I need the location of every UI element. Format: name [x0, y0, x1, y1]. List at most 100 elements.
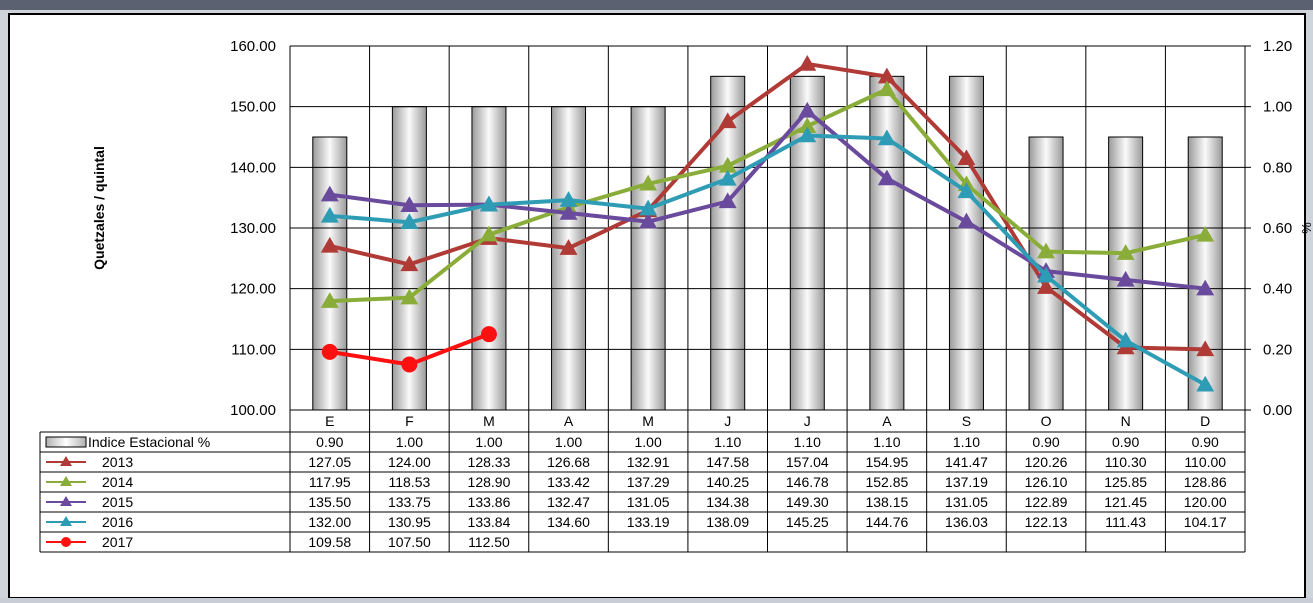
y-tick-label: 120.00 — [230, 281, 276, 298]
table-cell: 121.45 — [1104, 494, 1147, 510]
data-point-2014 — [639, 174, 658, 191]
table-cell: 128.33 — [468, 454, 511, 470]
data-point-2014 — [1196, 225, 1215, 242]
y-tick-label: 140.00 — [230, 159, 276, 176]
table-cell: 133.86 — [468, 494, 511, 510]
data-point-2014 — [798, 117, 817, 133]
data-point-2016 — [877, 129, 896, 146]
table-cell: 131.05 — [627, 494, 670, 510]
data-point-2016 — [1116, 331, 1135, 348]
data-point-2016 — [639, 199, 658, 216]
table-cell: 0.90 — [316, 434, 343, 450]
y2-tick-label: 0.20 — [1263, 341, 1292, 358]
bar-indice-estacional — [869, 75, 905, 411]
data-point-2015 — [798, 101, 817, 118]
legend-label: Indice Estacional % — [88, 434, 210, 450]
table-cell: 144.76 — [865, 514, 908, 530]
table-cell: 133.75 — [388, 494, 431, 510]
legend-label: 2017 — [102, 534, 133, 550]
table-cell: 130.95 — [388, 514, 431, 530]
data-point-2013 — [1037, 278, 1056, 294]
legend-label: 2014 — [102, 474, 133, 490]
data-point-2016 — [1196, 375, 1215, 392]
table-cell: 145.25 — [786, 514, 829, 530]
table-cell: 132.00 — [308, 514, 351, 530]
axis-layer: 100.00 110.00 120.00 130.00 140.00 150.00 160.… — [230, 38, 1292, 419]
table-cell: 111.43 — [1105, 514, 1146, 530]
data-point-2013 — [400, 255, 419, 272]
data-point-2013 — [718, 112, 737, 129]
legend-label: 2013 — [102, 454, 133, 470]
table-cell: 154.95 — [865, 454, 908, 470]
table-cell: 147.58 — [706, 454, 749, 470]
table-cell: 120.26 — [1025, 454, 1068, 470]
bar-indice-estacional — [630, 106, 666, 411]
data-point-2014 — [479, 225, 498, 242]
data-point-2013 — [320, 236, 339, 253]
data-point-2015 — [639, 212, 658, 229]
table-cell: 1.10 — [873, 434, 900, 450]
category-label: J — [804, 413, 811, 429]
table-cell: 122.13 — [1025, 514, 1068, 530]
data-point-2016 — [320, 206, 339, 223]
y2-tick-label: 0.00 — [1263, 402, 1292, 419]
table-cell: 133.42 — [547, 474, 590, 490]
table-cell: 126.10 — [1025, 474, 1068, 490]
legend-key-marker — [61, 537, 71, 547]
table-cell: 122.89 — [1025, 494, 1068, 510]
y-tick-label: 100.00 — [230, 402, 276, 419]
table-cell: 124.00 — [388, 454, 431, 470]
data-point-2014 — [400, 288, 419, 305]
table-cell: 138.15 — [865, 494, 908, 510]
table-cell: 107.50 — [388, 534, 431, 550]
bar-indice-estacional — [948, 75, 984, 411]
table-cell: 126.68 — [547, 454, 590, 470]
bar-indice-estacional — [551, 106, 587, 411]
data-point-2017 — [480, 326, 497, 343]
y-tick-label: 160.00 — [230, 38, 276, 55]
table-cell: 1.10 — [794, 434, 821, 450]
table-cell: 133.84 — [468, 514, 511, 530]
table-cell: 118.53 — [388, 474, 430, 490]
table-cell: 134.60 — [547, 514, 590, 530]
table-cell: 128.86 — [1184, 474, 1227, 490]
bar-indice-estacional — [1187, 136, 1223, 411]
table-cell: 132.91 — [627, 454, 670, 470]
category-label: A — [882, 413, 892, 429]
category-label: E — [325, 413, 334, 429]
table-cell: 109.58 — [308, 534, 351, 550]
data-point-2015 — [400, 196, 419, 212]
table-cell: 128.90 — [468, 474, 511, 490]
data-point-2016 — [559, 191, 578, 207]
y-tick-label: 130.00 — [230, 220, 276, 237]
data-point-2016 — [798, 126, 817, 143]
data-point-2015 — [559, 204, 578, 220]
table-cell: 112.50 — [468, 534, 510, 550]
y2-tick-label: 1.00 — [1263, 99, 1292, 116]
table-cell: 140.25 — [706, 474, 749, 490]
series-line-2013 — [329, 61, 1206, 352]
data-point-2015 — [957, 212, 976, 229]
table-cell: 152.85 — [865, 474, 908, 490]
data-point-2015 — [718, 192, 737, 209]
table-cell: 1.00 — [635, 434, 662, 450]
category-label: J — [724, 413, 731, 429]
table-cell: 120.00 — [1184, 494, 1227, 510]
data-point-2016 — [400, 213, 419, 229]
table-cell: 136.03 — [945, 514, 988, 530]
data-point-2014 — [877, 80, 896, 97]
category-label: N — [1121, 413, 1131, 429]
data-point-2017 — [401, 356, 418, 373]
table-cell: 110.30 — [1105, 454, 1147, 470]
category-label: M — [642, 413, 654, 429]
y2-axis-label: % — [1299, 222, 1313, 234]
data-table: E F M A M J J A S O N D Indice Estacional % 0.90 1.00 1… — [39, 409, 1246, 553]
data-point-2016 — [718, 169, 737, 186]
table-cell: 135.50 — [308, 494, 351, 510]
legend-key-marker — [60, 516, 72, 526]
legend-key-marker — [60, 456, 72, 466]
table-cell: 110.00 — [1184, 454, 1226, 470]
y2-tick-label: 0.40 — [1263, 281, 1292, 298]
